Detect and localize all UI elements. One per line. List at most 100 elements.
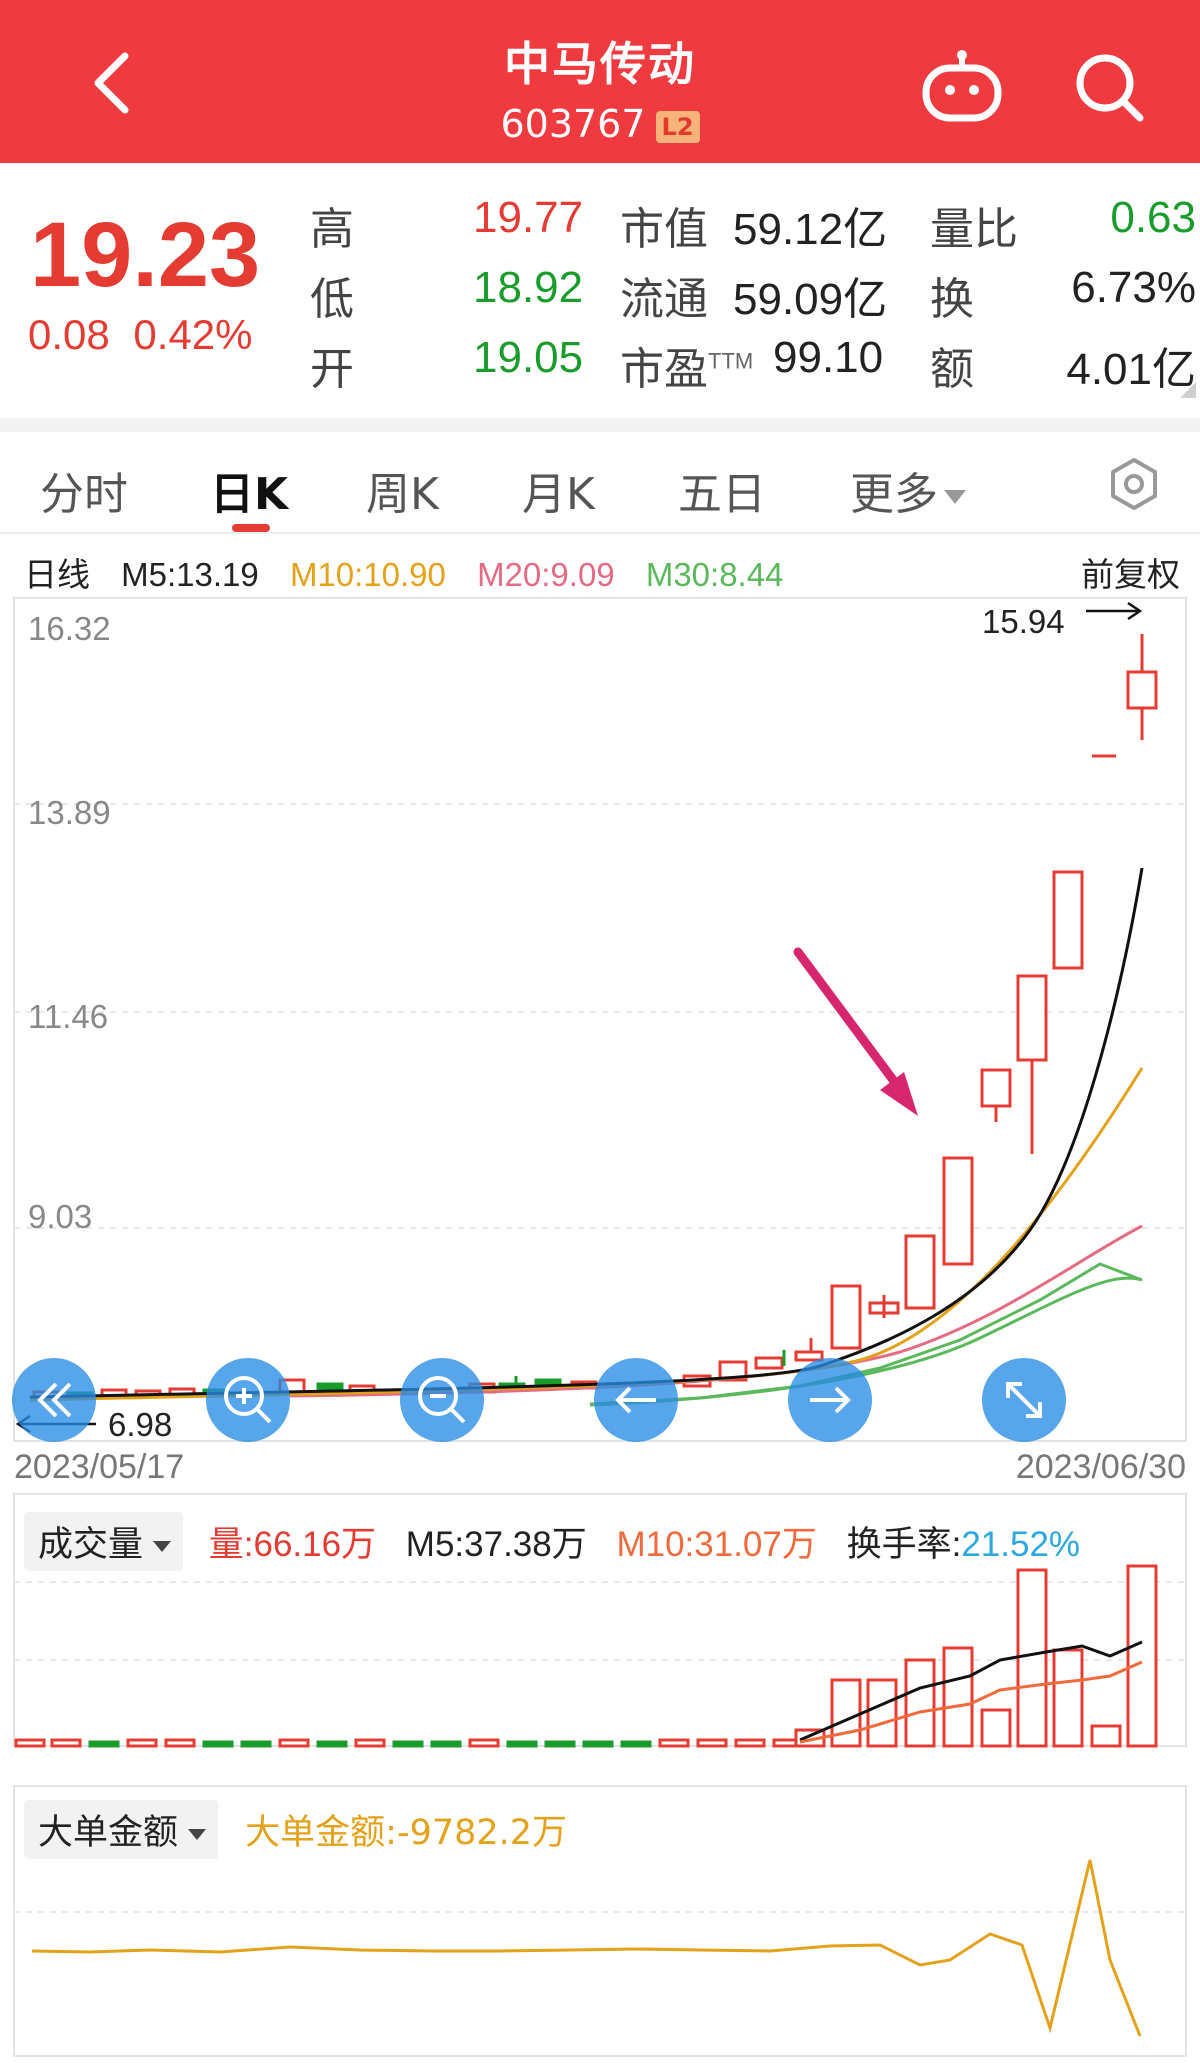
- volume-bar: [50, 1738, 82, 1748]
- change-value: 0.08: [28, 311, 110, 358]
- max-price-label: 15.94: [982, 603, 1065, 640]
- section-divider: [0, 418, 1200, 432]
- amount-label: 额: [930, 345, 974, 394]
- quote-panel: 19.23 0.08 0.42% 高 19.77 低 18.92 开 19.05…: [0, 163, 1200, 418]
- turnover-rate-label: 换手率:: [846, 1525, 962, 1564]
- ma-legend: 日线 M5:13.19 M10:10.90 M20:9.09 M30:8.44: [24, 548, 805, 596]
- last-price: 19.23: [30, 204, 261, 306]
- turnover-value: 6.73%: [1071, 263, 1196, 312]
- period-tabs: 分时 日K 周K 月K 五日 更多: [0, 432, 1200, 534]
- move-right-button[interactable]: [788, 1358, 872, 1442]
- vr-value: 0.63: [1110, 193, 1196, 242]
- mcap-value: 59.12亿: [733, 205, 888, 254]
- price-adjust-selector[interactable]: 前复权: [1081, 555, 1180, 594]
- fullscreen-button[interactable]: [982, 1358, 1066, 1442]
- annotation-arrow: [793, 947, 913, 1105]
- expand-corner-icon[interactable]: [1180, 382, 1196, 398]
- volume-bar: [904, 1658, 936, 1748]
- end-date: 2023/06/30: [1015, 1448, 1186, 1486]
- high-label: 高: [310, 205, 354, 254]
- volume-bar: [354, 1738, 386, 1748]
- turnover-label: 换: [930, 275, 974, 324]
- tab-intraday[interactable]: 分时: [40, 469, 128, 520]
- volume-bar: [392, 1740, 424, 1748]
- volume-bar: [240, 1740, 272, 1748]
- volume-bar: [1090, 1724, 1122, 1748]
- ma20-value: M20:9.09: [477, 556, 615, 593]
- zoom-out-icon: [418, 1376, 466, 1424]
- ma10-line: [29, 1067, 1144, 1402]
- vr-label: 量比: [930, 205, 1018, 254]
- open-label: 开: [310, 345, 354, 394]
- candle: [1052, 870, 1084, 970]
- zoom-in-button[interactable]: [206, 1358, 290, 1442]
- tab-five-day[interactable]: 五日: [678, 469, 766, 520]
- zoom-out-button[interactable]: [400, 1358, 484, 1442]
- double-left-icon: [37, 1382, 72, 1418]
- bigorder-indicator-selector[interactable]: 大单金额: [24, 1800, 219, 1859]
- low-label: 低: [310, 275, 354, 324]
- volume-bar: [658, 1738, 690, 1748]
- pe-label-text: 市盈: [620, 345, 708, 394]
- open-value: 19.05: [473, 333, 584, 382]
- volume-bar: [88, 1740, 120, 1748]
- volume-bar: [202, 1740, 234, 1748]
- arrow-right-icon: [810, 1386, 851, 1414]
- pe-ttm-sup: TTM: [708, 348, 754, 374]
- amount-value: 4.01亿: [1066, 345, 1196, 394]
- tab-more[interactable]: 更多: [850, 458, 966, 522]
- bigorder-line: [31, 1859, 1142, 2037]
- bigorder-frame: [13, 1785, 1187, 2057]
- volume-bar: [734, 1738, 766, 1748]
- volume-selector-label: 成交量: [38, 1525, 144, 1564]
- arrow-left-icon: [615, 1386, 656, 1414]
- candle: [980, 1068, 1012, 1108]
- scroll-start-button[interactable]: [12, 1358, 96, 1442]
- tab-daily-k[interactable]: 日K: [210, 469, 289, 520]
- high-value: 19.77: [473, 193, 584, 242]
- volume-bar: [1052, 1648, 1084, 1748]
- candle: [794, 1350, 824, 1362]
- volume-bar: [620, 1740, 652, 1748]
- float-label: 流通: [620, 275, 708, 324]
- active-tab-indicator: [232, 524, 270, 532]
- volume-bar: [278, 1738, 310, 1748]
- settings-hex-icon[interactable]: [1106, 456, 1162, 512]
- fullscreen-icon: [1006, 1382, 1042, 1418]
- ma30-curve: [589, 1276, 1143, 1407]
- y-label-4: 9.03: [28, 1198, 93, 1235]
- candle: [904, 1234, 936, 1310]
- volume-m5: M5:37.38万: [405, 1525, 587, 1564]
- search-icon[interactable]: [1072, 50, 1146, 124]
- tab-monthly-k[interactable]: 月K: [522, 469, 595, 520]
- candle: [754, 1356, 784, 1370]
- candle: [942, 1156, 974, 1266]
- tab-more-label: 更多: [850, 469, 938, 520]
- volume-value: 量:66.16万: [208, 1525, 377, 1564]
- move-left-button[interactable]: [594, 1358, 678, 1442]
- volume-legend: 成交量 量:66.16万 M5:37.38万 M10:31.07万 换手率:21…: [24, 1512, 1080, 1571]
- chevron-down-icon: [188, 1828, 207, 1840]
- volume-bar: [506, 1740, 538, 1748]
- volume-bar: [430, 1740, 462, 1748]
- volume-bar: [126, 1738, 158, 1748]
- ma5-value: M5:13.19: [121, 556, 259, 593]
- l2-badge[interactable]: L2: [655, 110, 700, 143]
- tab-weekly-k[interactable]: 周K: [366, 469, 439, 520]
- bigorder-legend: 大单金额 大单金额:-9782.2万: [24, 1800, 567, 1859]
- stock-code: 603767: [500, 102, 646, 146]
- change-percent: 0.42%: [133, 311, 253, 358]
- volume-bar: [468, 1738, 500, 1748]
- volume-indicator-selector[interactable]: 成交量: [24, 1512, 184, 1571]
- ma5-line: [29, 867, 1144, 1399]
- robot-icon[interactable]: [920, 48, 1004, 124]
- back-icon[interactable]: [80, 48, 150, 118]
- chevron-down-icon: [153, 1541, 172, 1553]
- stock-code-row: 603767 L2: [0, 102, 1200, 146]
- bigorder-selector-label: 大单金额: [38, 1813, 179, 1853]
- y-label-top: 16.32: [28, 610, 111, 647]
- kline-frame: [13, 597, 1187, 1442]
- pe-label: 市盈TTM: [620, 333, 753, 397]
- candle: [1126, 670, 1158, 710]
